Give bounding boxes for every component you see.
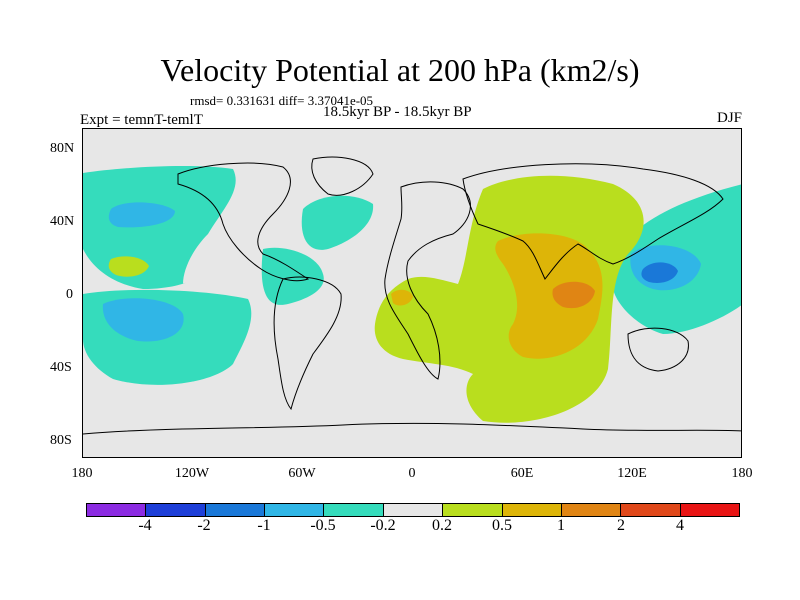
lat-label-equator: 0 xyxy=(66,287,73,302)
colorbar-swatch xyxy=(621,504,681,516)
pos-region-indian xyxy=(374,175,644,423)
colorbar-swatch xyxy=(680,504,739,516)
colorbar-swatch xyxy=(87,504,147,516)
colorbar-labels: -4 -2 -1 -0.5 -0.2 0.2 0.5 1 2 4 xyxy=(86,517,740,541)
neg-region-natlantic xyxy=(301,195,374,250)
coast-greenland xyxy=(311,156,374,196)
lat-label-40n: 40N xyxy=(50,214,75,229)
lon-label-60w: 60W xyxy=(288,466,316,481)
colorbar-swatch xyxy=(324,504,384,516)
colorbar-swatch xyxy=(146,504,206,516)
coastlines xyxy=(83,156,741,435)
experiment-label: Expt = temnT-temlT xyxy=(80,112,203,128)
lon-label-180e: 180 xyxy=(731,466,753,481)
coast-antarctica xyxy=(83,422,741,435)
colorbar-swatch xyxy=(205,504,266,516)
colorbar-label: 0.2 xyxy=(432,517,452,534)
colorbar-swatch xyxy=(561,504,622,516)
map-svg xyxy=(83,156,741,435)
coast-asia xyxy=(462,163,724,280)
lon-label-120w: 120W xyxy=(174,466,210,481)
neg-region-npacific xyxy=(83,166,236,289)
neg-core-spacific xyxy=(102,298,184,342)
lat-label-40s: 40S xyxy=(50,360,72,375)
colorbar-label: -0.5 xyxy=(310,517,336,534)
neg-core-npacific xyxy=(108,202,175,228)
coast-north-america xyxy=(177,162,310,282)
stats-text: rmsd= 0.331631 diff= 3.37041e-05 xyxy=(190,93,374,108)
lon-label-180w: 180 xyxy=(71,466,93,481)
coast-south-america xyxy=(273,276,342,411)
season-label: DJF xyxy=(716,110,742,126)
colorbar-swatch xyxy=(443,504,503,516)
colorbar-swatch xyxy=(502,504,562,516)
pos-mid-africa xyxy=(391,289,413,306)
lat-label-80n: 80N xyxy=(50,141,75,156)
colorbar-label: 4 xyxy=(676,517,684,534)
colorbar-swatch xyxy=(383,504,444,516)
plot-title: Velocity Potential at 200 hPa (km2/s) xyxy=(160,52,640,88)
coast-australia xyxy=(627,327,689,372)
pos-mid-indian xyxy=(495,233,603,359)
coast-europe-africa xyxy=(384,181,471,380)
lon-label-60e: 60E xyxy=(510,466,534,481)
map-plot xyxy=(82,128,742,458)
colorbar-swatch xyxy=(265,504,325,516)
lon-label-0: 0 xyxy=(408,466,416,481)
pos-strong-indian xyxy=(552,281,595,309)
neg-region-caribbean xyxy=(261,247,324,305)
colorbar-label: -0.2 xyxy=(370,517,396,534)
lat-label-80s: 80S xyxy=(50,433,72,448)
colorbar-label: -2 xyxy=(197,517,211,534)
colorbar-label: -4 xyxy=(138,517,152,534)
colorbar-label: -1 xyxy=(257,517,271,534)
colorbar xyxy=(86,503,740,517)
period-text: 18.5kyr BP - 18.5kyr BP xyxy=(323,104,472,120)
pos-region-pacific-small xyxy=(108,256,149,277)
colorbar-label: 0.5 xyxy=(492,517,512,534)
colorbar-label: 1 xyxy=(557,517,565,534)
colorbar-label: 2 xyxy=(617,517,625,534)
neg-strong-wpacific xyxy=(641,262,678,283)
lon-label-120e: 120E xyxy=(617,466,647,481)
